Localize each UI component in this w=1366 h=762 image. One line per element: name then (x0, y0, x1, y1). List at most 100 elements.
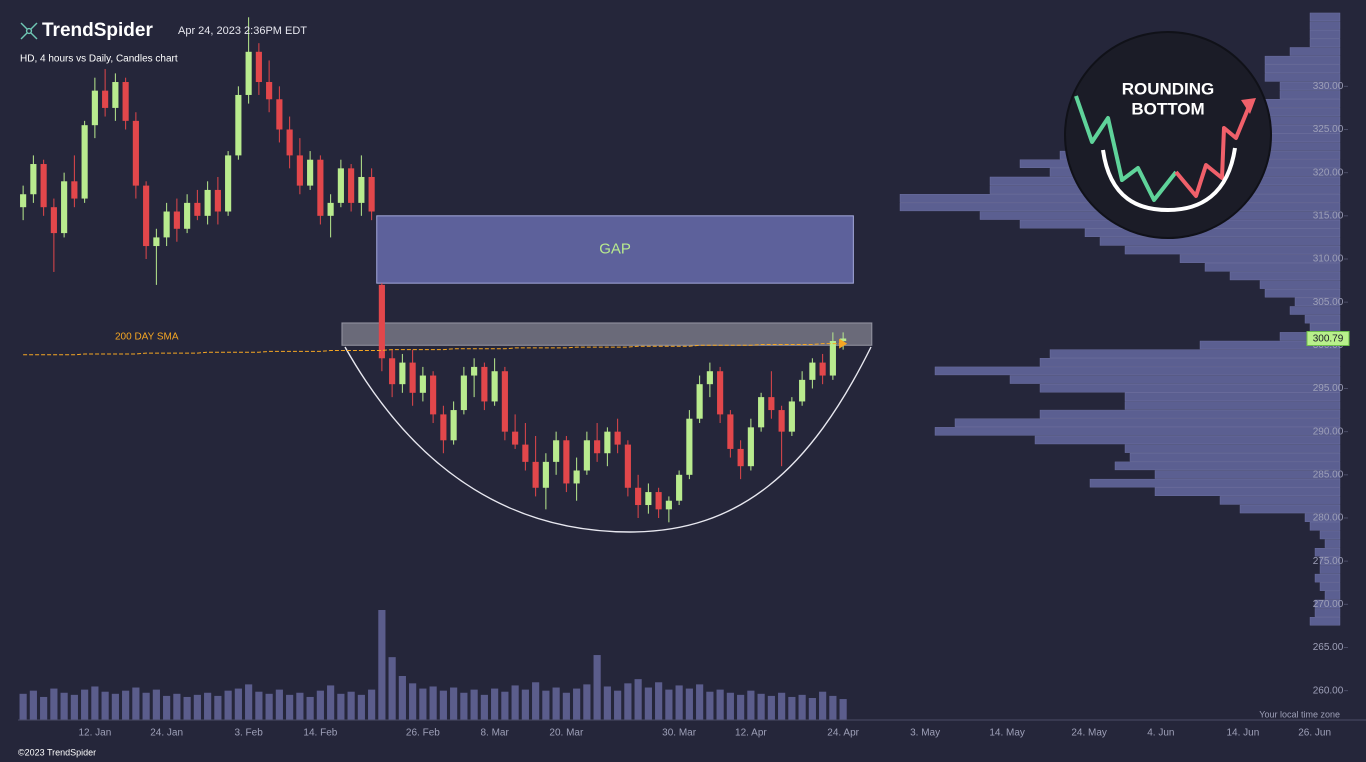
volume-bar (132, 687, 140, 720)
candle-body (512, 431, 519, 445)
volume-bar (204, 692, 212, 720)
volume-bar (573, 688, 581, 720)
volume-bar (706, 691, 714, 720)
volume-bar (111, 693, 119, 720)
candle-body (132, 120, 139, 186)
profile-bar (1124, 444, 1341, 453)
volume-bar (122, 690, 130, 720)
logo-icon (20, 22, 38, 40)
x-tick-label: 14. May (989, 728, 1025, 739)
volume-bar (193, 694, 201, 720)
candle-body (368, 176, 375, 212)
volume-bar (101, 691, 109, 720)
profile-bar (1259, 280, 1341, 289)
profile-bar (1309, 12, 1341, 22)
volume-bar (378, 610, 386, 720)
volume-bar (788, 696, 796, 720)
candle-body (614, 431, 621, 445)
profile-bar (1009, 375, 1341, 384)
candle-body (706, 371, 713, 385)
volume-bar (501, 691, 509, 720)
profile-bar (1314, 548, 1341, 557)
profile-bar (1314, 599, 1341, 609)
candle-body (30, 164, 37, 195)
volume-bar (839, 699, 847, 720)
x-tick-label: 20. Mar (549, 728, 584, 739)
volume-bar (337, 693, 345, 720)
candle-body (20, 194, 27, 208)
y-tick-label: 330.00 (1313, 81, 1344, 92)
profile-bar (1309, 21, 1341, 30)
candle-body (194, 202, 201, 216)
volume-bar (696, 684, 704, 720)
profile-bar (1309, 30, 1341, 39)
candle-body (747, 427, 754, 467)
y-tick-label: 305.00 (1313, 297, 1344, 308)
volume-bar (685, 688, 693, 720)
candle-body (214, 189, 221, 212)
candle-body (327, 202, 334, 216)
profile-bar (1264, 289, 1341, 298)
x-tick-label: 26. Jun (1298, 728, 1331, 739)
y-tick-label: 285.00 (1313, 469, 1344, 480)
volume-bar (778, 692, 786, 720)
volume-bar (29, 690, 37, 720)
profile-bar (1314, 608, 1341, 617)
volume-bar (306, 696, 314, 720)
volume-bar (152, 689, 160, 720)
volume-bar (388, 657, 396, 720)
volume-bar (511, 685, 519, 720)
profile-bar (1264, 73, 1341, 82)
x-tick-label: 3. May (910, 728, 940, 739)
candle-body (573, 470, 580, 484)
profile-bar (1204, 263, 1341, 272)
profile-bar (954, 418, 1341, 427)
sma-arrow (839, 338, 848, 349)
volume-bar (368, 689, 376, 720)
volume-bar (286, 694, 294, 720)
candle-body (645, 492, 652, 506)
volume-bar (521, 689, 529, 720)
gap-zone (376, 215, 854, 284)
profile-bar (1219, 496, 1341, 505)
profile-bar (1264, 64, 1341, 73)
profile-bar (1089, 478, 1341, 488)
volume-bar (644, 687, 652, 720)
candle-body (143, 185, 150, 247)
x-tick-label: 30. Mar (662, 728, 697, 739)
profile-bar (1039, 358, 1341, 367)
x-tick-label: 3. Feb (234, 728, 263, 739)
volume-bar (747, 690, 755, 720)
y-tick-label: 270.00 (1313, 599, 1344, 610)
profile-bar (1264, 107, 1341, 117)
volume-bar (163, 695, 171, 720)
volume-bar (665, 689, 673, 720)
volume-bar (40, 696, 48, 720)
volume-bar (357, 694, 365, 720)
volume-bar (808, 698, 816, 720)
candle-body (501, 371, 508, 432)
candle-body (296, 155, 303, 186)
volume-bar (614, 690, 622, 720)
volume-bar (491, 688, 499, 720)
logo: TrendSpider (42, 20, 153, 41)
volume-bars (19, 610, 847, 720)
candle-body (665, 500, 672, 510)
candle-body (676, 474, 683, 501)
profile-bar (1279, 81, 1341, 91)
volume-bar (757, 693, 765, 720)
volume-bar (562, 692, 570, 720)
candle-body (61, 181, 68, 234)
profile-bar (1084, 228, 1341, 238)
volume-bar (142, 692, 150, 720)
candle-body (71, 181, 78, 199)
candle-body (173, 211, 180, 229)
volume-bar (480, 694, 488, 720)
profile-bar (1319, 582, 1341, 591)
axes: 260.00 265.00 270.00 275.00 280.00 285.00 290.… (78, 81, 1350, 739)
timezone-note: Your local time zone (1259, 709, 1340, 719)
candle-body (409, 362, 416, 393)
volume-bar (603, 686, 611, 720)
candle-body (163, 211, 170, 238)
candle-body (491, 371, 498, 402)
